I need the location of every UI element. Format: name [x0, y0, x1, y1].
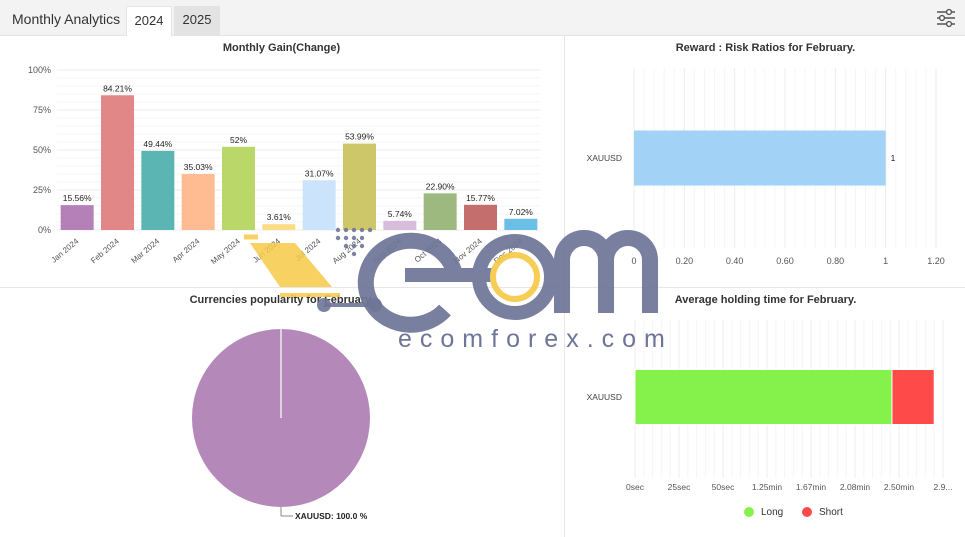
risk-x-tick-label: 0.80 [827, 256, 845, 266]
risk-ratio-title: Reward : Risk Ratios for February. [675, 42, 856, 54]
gain-x-tick-label: Apr 2024 [171, 236, 202, 264]
risk-x-tick-label: 0 [631, 256, 636, 266]
gain-y-tick-label: 50% [33, 145, 51, 155]
gain-data-label: 52% [230, 135, 247, 145]
gain-data-label: 22.90% [426, 181, 455, 191]
gain-bar [222, 146, 255, 230]
holding-bar-long [634, 369, 893, 425]
gain-bar [141, 150, 175, 230]
gain-y-tick-label: 100% [28, 65, 51, 75]
risk-data-label: 1 [891, 153, 896, 163]
gain-bar [464, 204, 497, 230]
gain-bar [262, 224, 296, 230]
gain-x-tick-label: Aug 2024 [331, 236, 363, 265]
monthly-gain-chart: 100% 75% 50% 25% 0% 15.56% Jan 2024 84.21% Feb 2… [28, 65, 541, 266]
legend-short-marker [802, 507, 812, 517]
holding-x-tick-label: 1.67min [796, 482, 827, 492]
gain-x-tick-label: Jun 2024 [251, 236, 282, 264]
risk-ratio-panel: Reward : Risk Ratios for February. 0 0.20… [566, 36, 965, 286]
holding-x-tick-label: 50sec [712, 482, 735, 492]
gain-x-tick-label: May 2024 [209, 236, 242, 266]
gain-bar [181, 173, 215, 230]
tab-2024[interactable]: 2024 [126, 6, 172, 36]
risk-x-tick-label: 0.60 [776, 256, 794, 266]
currencies-panel: Currencies popularity for February. XAUU… [0, 288, 563, 537]
legend-long-label: Long [761, 507, 783, 518]
gain-data-label: 84.21% [103, 83, 132, 93]
holding-title: Average holding time for February. [674, 294, 857, 306]
settings-button[interactable] [934, 7, 958, 29]
gain-data-label: 5.74% [388, 209, 413, 219]
top-bar: Monthly Analytics 2024 2025 [0, 0, 965, 36]
gain-y-tick-label: 0% [38, 225, 51, 235]
gain-data-label: 15.77% [466, 193, 495, 203]
risk-x-tick-label: 0.20 [676, 256, 694, 266]
holding-x-tick-label: 2.08min [840, 482, 871, 492]
gain-data-label: 31.07% [305, 168, 334, 178]
gain-x-tick-label: Jan 2024 [49, 236, 80, 264]
gain-data-label: 7.02% [509, 207, 534, 217]
gain-bar [60, 205, 94, 230]
gain-bar [101, 95, 134, 230]
legend-long-marker [744, 507, 754, 517]
holding-category-label: XAUUSD [587, 392, 622, 402]
risk-x-tick-label: 1.20 [927, 256, 945, 266]
gain-bar [423, 193, 457, 230]
page-title: Monthly Analytics [12, 11, 121, 27]
gain-x-tick-label: Sep 2024 [371, 236, 403, 265]
gain-bar [343, 143, 376, 230]
gain-y-tick-label: 25% [33, 185, 51, 195]
tab-2025[interactable]: 2025 [174, 6, 220, 36]
gain-data-label: 3.61% [267, 212, 292, 222]
risk-bar [634, 130, 886, 186]
gain-data-label: 53.99% [345, 132, 374, 142]
gain-data-label: 15.56% [63, 193, 92, 203]
holding-x-tick-label: 0sec [626, 482, 645, 492]
gain-x-tick-label: Dec 2024 [492, 236, 524, 265]
risk-x-tick-label: 0.40 [726, 256, 744, 266]
holding-bar-short [891, 369, 935, 425]
gain-x-tick-label: Oct 2024 [413, 236, 444, 264]
risk-category-label: XAUUSD [587, 153, 622, 163]
holding-x-tick-label: 2.9... [934, 482, 953, 492]
currencies-pie-chart: XAUUSD: 100.0 % [192, 329, 370, 521]
legend-short-label: Short [819, 507, 843, 518]
gain-bar [302, 180, 336, 230]
gain-x-tick-label: Nov 2024 [452, 236, 484, 265]
gain-y-tick-label: 75% [33, 105, 51, 115]
risk-x-tick-label: 1 [883, 256, 888, 266]
gain-x-tick-label: Mar 2024 [129, 236, 161, 265]
holding-panel: Average holding time for February. 0sec 2… [566, 288, 965, 537]
sliders-icon [937, 8, 955, 28]
pie-slice-label: XAUUSD: 100.0 % [295, 511, 368, 521]
gain-x-tick-label: Feb 2024 [89, 236, 121, 265]
holding-x-tick-label: 2.50min [884, 482, 915, 492]
monthly-gain-title: Monthly Gain(Change) [222, 42, 341, 54]
monthly-gain-panel: Monthly Gain(Change) 100% 75% 50% 25% 0% 15.5… [0, 36, 563, 286]
holding-x-tick-label: 1.25min [752, 482, 783, 492]
gain-data-label: 35.03% [184, 162, 213, 172]
holding-time-chart: 0sec 25sec 50sec 1.25min 1.67min 2.08min 2.50m… [587, 320, 953, 518]
gain-x-tick-label: Jul 2024 [293, 236, 322, 263]
gain-bar [504, 218, 538, 230]
risk-ratio-chart: 0 0.20 0.40 0.60 0.80 1 1.20 1 XAUUSD [587, 68, 945, 266]
gain-data-label: 49.44% [143, 139, 172, 149]
holding-x-tick-label: 25sec [668, 482, 691, 492]
gain-bar [383, 220, 417, 230]
